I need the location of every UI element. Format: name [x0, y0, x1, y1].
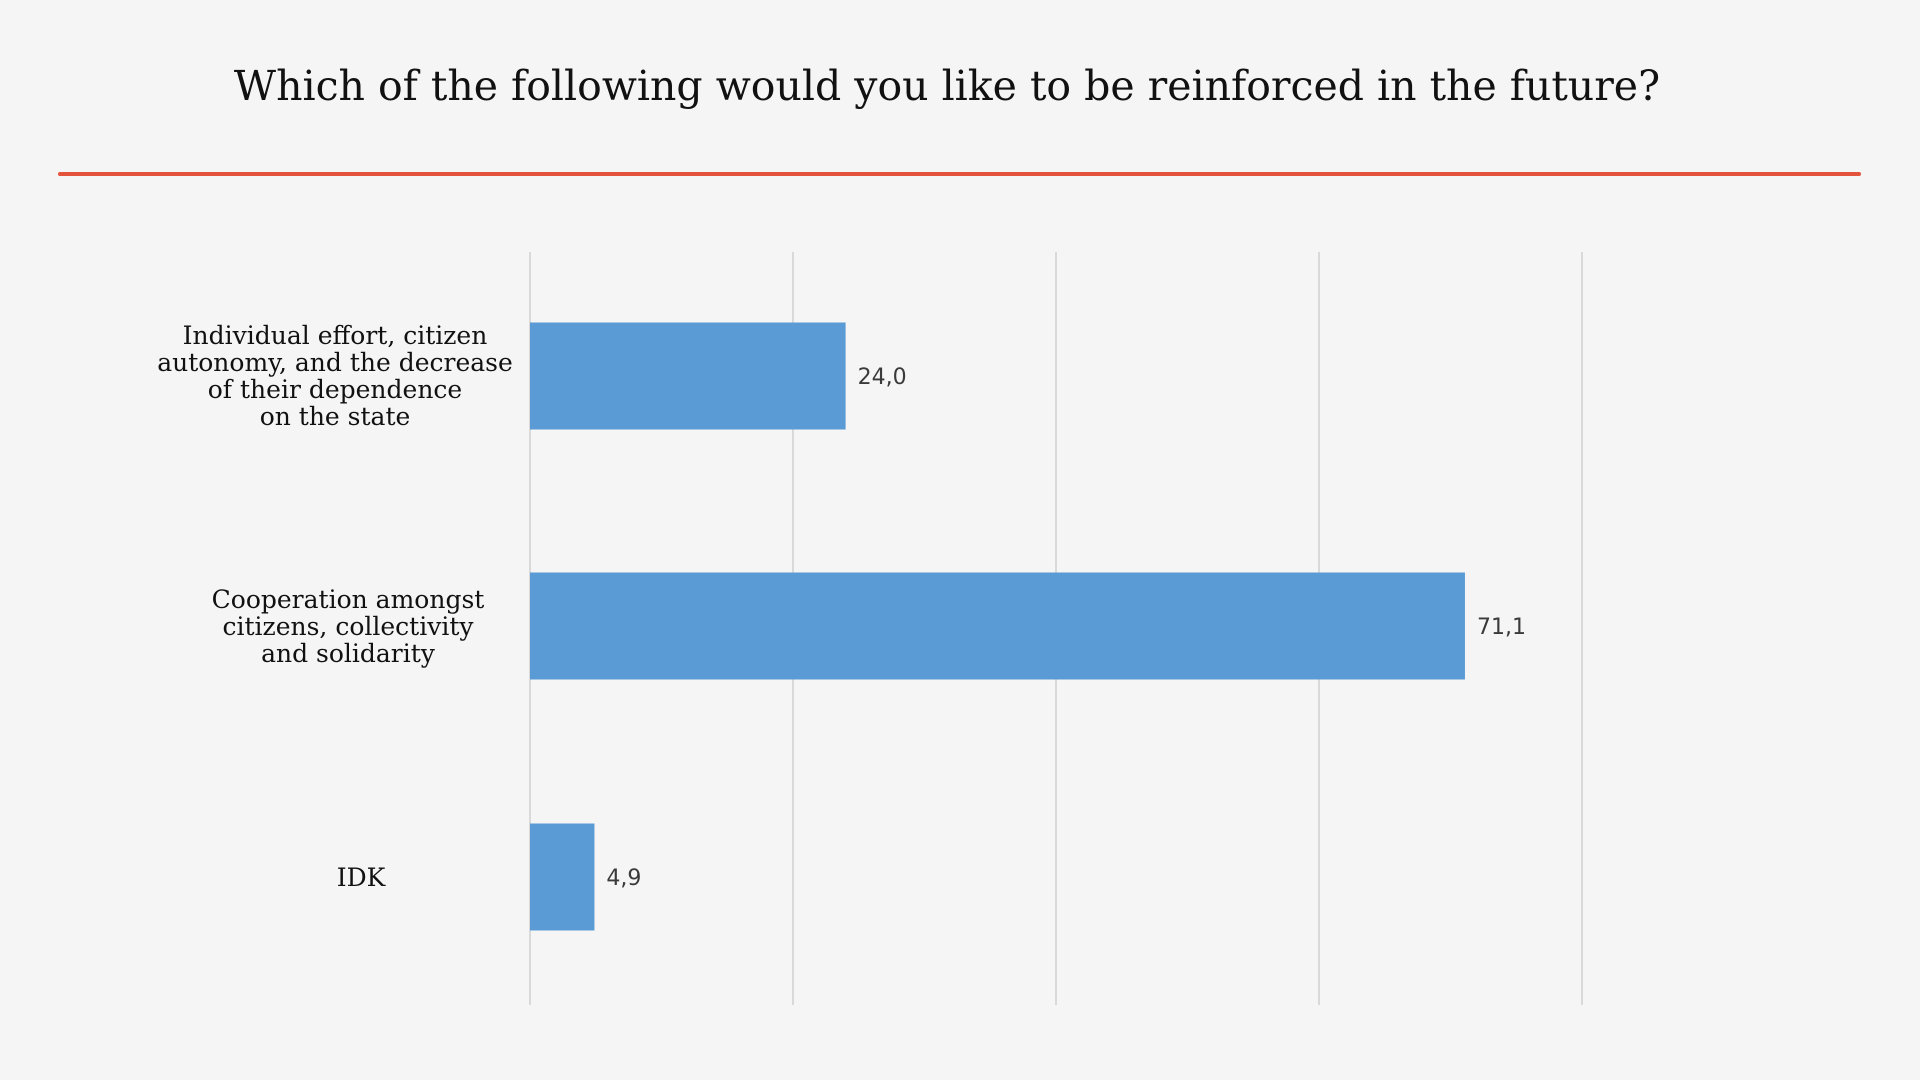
bar-0: [530, 322, 846, 430]
chart-title: Which of the following would you like to…: [233, 62, 1661, 110]
data-label-1: 71,1: [1477, 615, 1526, 640]
data-label-0: 24,0: [858, 365, 907, 390]
category-label-individual-effort: Individual effort, citizen autonomy, and…: [157, 321, 513, 431]
bar-1: [530, 572, 1465, 680]
data-label-2: 4,9: [606, 866, 641, 891]
category-label-cooperation: Cooperation amongst citizens, collectivi…: [211, 584, 485, 668]
bar-2: [530, 823, 595, 931]
title-divider: [58, 172, 1861, 176]
category-label-idk: IDK: [336, 862, 386, 892]
